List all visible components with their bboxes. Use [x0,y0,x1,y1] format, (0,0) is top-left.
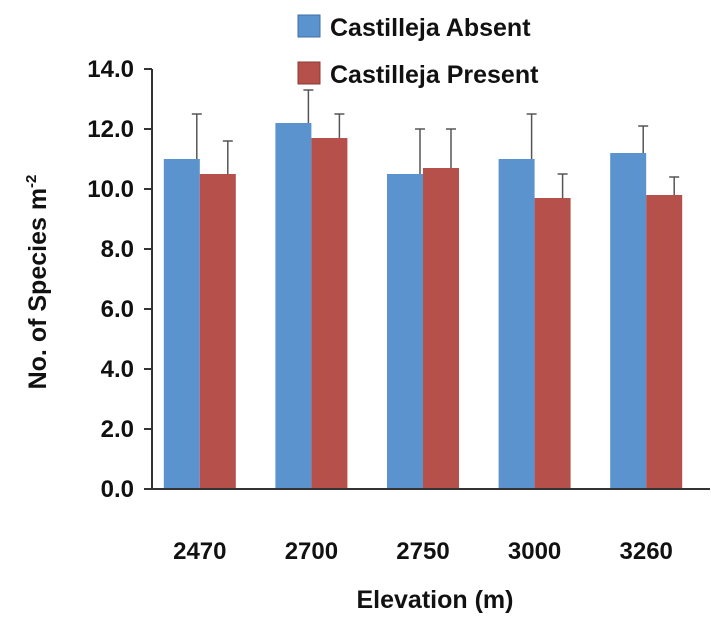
x-axis-ticks: 2470 2700 2750 3000 3260 [173,538,673,565]
x-axis-title: Elevation (m) [357,586,514,614]
x-tick-label: 2750 [396,538,449,565]
legend-label-present: Castilleja Present [330,61,539,89]
y-tick-label: 14.0 [87,56,134,83]
bar-absent-2750 [387,174,423,489]
x-tick-label: 2470 [173,538,226,565]
bar-present-2700 [311,138,348,489]
y-axis-title-text: No. of Species m [24,188,52,389]
y-tick-label: 0.0 [101,476,134,503]
y-tick-label: 10.0 [87,176,134,203]
bar-absent-3260 [610,153,647,489]
error-bars [191,89,680,198]
y-tick-label: 8.0 [101,236,134,263]
bars [163,123,683,489]
bar-present-3000 [534,198,571,489]
bar-absent-2700 [275,123,312,489]
legend-swatch-present [297,61,321,85]
bar-absent-3000 [498,159,535,489]
y-axis-ticks: 0.0 2.0 4.0 6.0 8.0 10.0 12.0 14.0 [87,56,152,503]
y-axis-title-superscript: -2 [23,175,40,188]
x-tick-label: 3260 [620,538,673,565]
y-tick-label: 2.0 [101,416,134,443]
y-tick-label: 4.0 [101,356,134,383]
y-tick-label: 12.0 [87,116,134,143]
bar-present-2750 [423,168,459,489]
y-axis-title: No. of Species m-2 [23,175,52,390]
svg-text:No. of Species m-2: No. of Species m-2 [23,175,52,390]
x-tick-label: 2700 [285,538,338,565]
bar-absent-2470 [163,159,200,489]
legend-swatch-absent [297,14,321,38]
legend-label-absent: Castilleja Absent [330,14,531,42]
bar-present-2470 [199,174,236,489]
legend: Castilleja Absent Castilleja Present [297,14,539,89]
y-tick-label: 6.0 [101,296,134,323]
x-tick-label: 3000 [508,538,561,565]
bar-present-3260 [646,195,683,489]
